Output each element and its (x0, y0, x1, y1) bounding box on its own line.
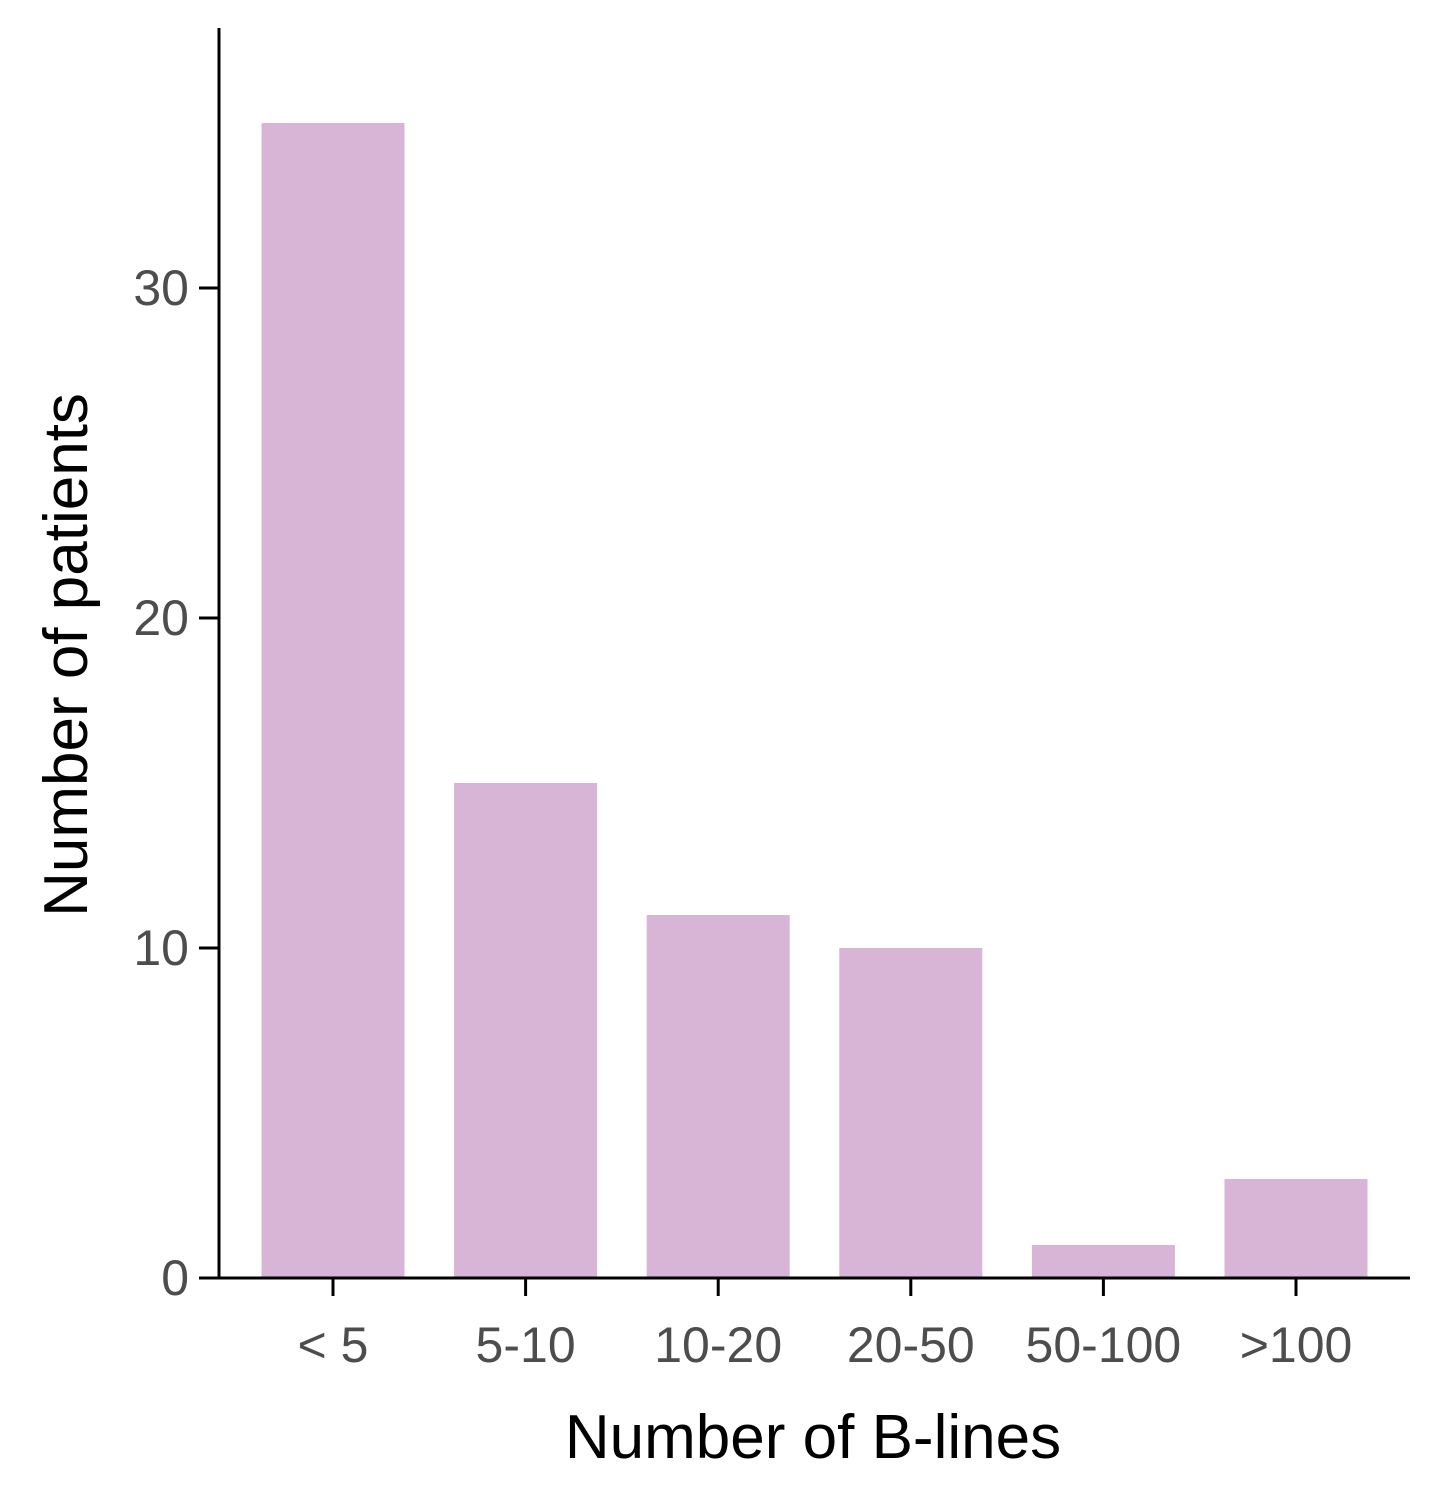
x-tick-label-1: 5-10 (476, 1317, 576, 1373)
y-ticks-layer: 0 10 20 30 (133, 260, 219, 1306)
bar-0 (261, 123, 405, 1278)
x-tick-label-0: < 5 (298, 1317, 369, 1373)
x-tick-label-4: 50-100 (1026, 1317, 1182, 1373)
y-axis-title: Number of patients (32, 393, 101, 917)
x-tick-label-5: >100 (1240, 1317, 1353, 1373)
y-tick-label-0: 0 (161, 1250, 189, 1306)
bar-5 (1224, 1179, 1368, 1278)
bars-layer (261, 123, 1368, 1278)
y-tick-label-10: 10 (133, 920, 189, 976)
x-axis-title: Number of B-lines (565, 1403, 1061, 1472)
bar-4 (1031, 1245, 1175, 1278)
bar-1 (454, 783, 598, 1278)
x-tick-label-2: 10-20 (654, 1317, 782, 1373)
x-tick-label-3: 20-50 (847, 1317, 975, 1373)
bar-3 (839, 948, 983, 1278)
y-tick-label-20: 20 (133, 590, 189, 646)
x-ticks-layer: < 5 5-10 10-20 20-50 50-100 >100 (298, 1278, 1353, 1373)
y-tick-label-30: 30 (133, 260, 189, 316)
axes-layer (217, 28, 1410, 1280)
bar-2 (646, 915, 790, 1278)
